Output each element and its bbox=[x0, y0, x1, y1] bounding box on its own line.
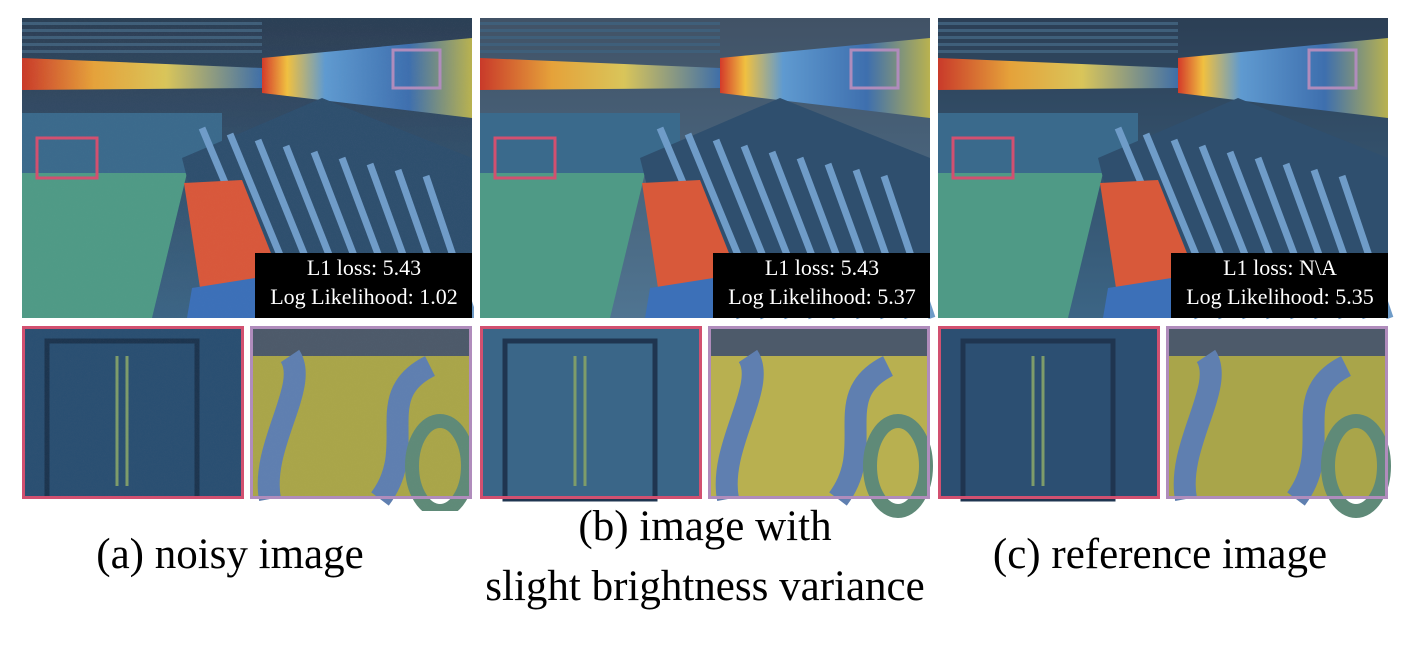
stands-row bbox=[22, 29, 262, 32]
zoom-box bbox=[1307, 48, 1358, 90]
crop-banner bbox=[250, 326, 475, 518]
l1-loss: L1 loss: 5.43 bbox=[765, 255, 879, 280]
zoom-box bbox=[849, 48, 900, 90]
zoom-box bbox=[951, 136, 1015, 180]
log-likelihood: Log Likelihood: 5.35 bbox=[1186, 284, 1374, 309]
stands-row bbox=[480, 29, 720, 32]
crop-top bbox=[708, 326, 930, 356]
swirl bbox=[1321, 414, 1391, 518]
crop-top bbox=[1166, 326, 1388, 356]
label-box bbox=[1171, 253, 1388, 318]
zoom-box bbox=[35, 136, 99, 180]
swirl bbox=[405, 414, 475, 518]
banner bbox=[262, 38, 472, 118]
banner bbox=[480, 58, 720, 90]
crop-bg bbox=[480, 326, 702, 499]
log-likelihood: Log Likelihood: 5.37 bbox=[728, 284, 916, 309]
zoom-box bbox=[391, 48, 442, 90]
caption: (c) reference image bbox=[993, 531, 1327, 578]
crop-banner bbox=[708, 326, 933, 518]
swirl bbox=[1173, 349, 1352, 506]
crop-border bbox=[480, 326, 702, 499]
stands-row bbox=[938, 43, 1178, 46]
stands-row bbox=[22, 36, 262, 39]
stands-row bbox=[480, 22, 720, 25]
stands-row bbox=[22, 50, 262, 53]
stands-row bbox=[480, 50, 720, 53]
caption: (a) noisy image bbox=[96, 531, 363, 578]
zoom-box bbox=[493, 136, 557, 180]
panel: L1 loss: 5.43 Log Likelihood: 1.02 bbox=[22, 18, 478, 518]
crop-top bbox=[250, 326, 472, 356]
crop-door bbox=[938, 326, 1160, 502]
banner bbox=[938, 58, 1178, 90]
swirl bbox=[715, 349, 894, 506]
stands-row bbox=[938, 36, 1178, 39]
banner bbox=[22, 58, 262, 90]
stands-row bbox=[22, 43, 262, 46]
stands-row bbox=[938, 29, 1178, 32]
stands-row bbox=[938, 22, 1178, 25]
crop-door bbox=[480, 326, 702, 502]
stands-row bbox=[938, 50, 1178, 53]
panel: L1 loss: 5.43 Log Likelihood: 5.37 bbox=[480, 18, 936, 518]
crop-door bbox=[22, 326, 244, 502]
log-likelihood: Log Likelihood: 1.02 bbox=[270, 284, 458, 309]
banner bbox=[1178, 38, 1388, 118]
banner bbox=[720, 38, 930, 118]
crop-bg bbox=[22, 326, 244, 499]
caption: slight brightness variance bbox=[485, 563, 924, 610]
floor bbox=[22, 173, 187, 318]
crop-border bbox=[938, 326, 1160, 499]
crop-border bbox=[708, 326, 930, 499]
stands-row bbox=[22, 22, 262, 25]
l1-loss: L1 loss: N\A bbox=[1223, 255, 1337, 280]
crop-bg bbox=[938, 326, 1160, 499]
label-box bbox=[255, 253, 472, 318]
crop-border bbox=[1166, 326, 1388, 499]
swirl bbox=[257, 349, 436, 506]
l1-loss: L1 loss: 5.43 bbox=[307, 255, 421, 280]
caption: (b) image with bbox=[578, 503, 831, 550]
stands-row bbox=[480, 43, 720, 46]
crop-border bbox=[22, 326, 244, 499]
floor bbox=[480, 173, 645, 318]
swirl bbox=[863, 414, 933, 518]
crop-border bbox=[250, 326, 472, 499]
panel: L1 loss: N\A Log Likelihood: 5.35 bbox=[938, 18, 1394, 518]
crop-banner bbox=[1166, 326, 1391, 518]
stands-row bbox=[480, 36, 720, 39]
label-box bbox=[713, 253, 930, 318]
floor bbox=[938, 173, 1103, 318]
